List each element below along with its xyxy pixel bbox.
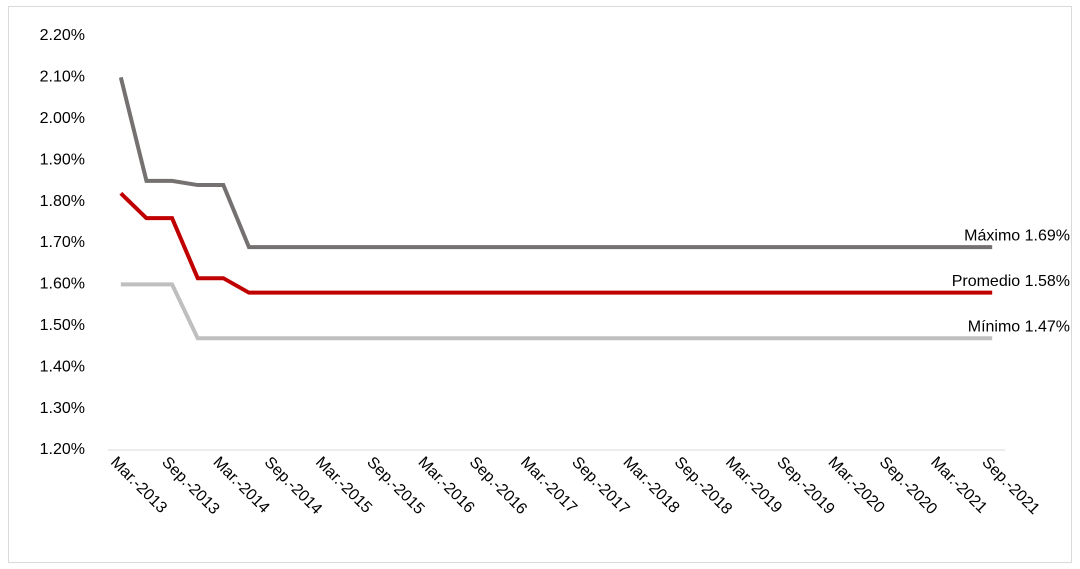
y-tick-label: 2.10% <box>40 69 85 86</box>
annotation: Promedio 1.58% <box>952 273 1070 290</box>
y-tick-label: 1.20% <box>40 441 85 458</box>
y-tick-label: 1.70% <box>40 234 85 251</box>
annotation: Máximo 1.69% <box>964 227 1070 244</box>
series-line <box>119 191 993 295</box>
series-line <box>120 282 993 341</box>
y-tick-label: 2.00% <box>40 110 85 127</box>
y-tick-label: 2.20% <box>40 27 85 44</box>
y-tick-label: 1.50% <box>40 317 85 334</box>
y-tick-label: 1.60% <box>40 276 85 293</box>
y-tick-label: 1.30% <box>40 400 85 417</box>
y-tick-label: 1.90% <box>40 151 85 168</box>
y-tick-label: 1.80% <box>40 193 85 210</box>
annotation: Mínimo 1.47% <box>968 318 1070 335</box>
chart-border <box>8 6 1072 563</box>
y-tick-label: 1.40% <box>40 358 85 375</box>
series-line <box>118 76 993 250</box>
